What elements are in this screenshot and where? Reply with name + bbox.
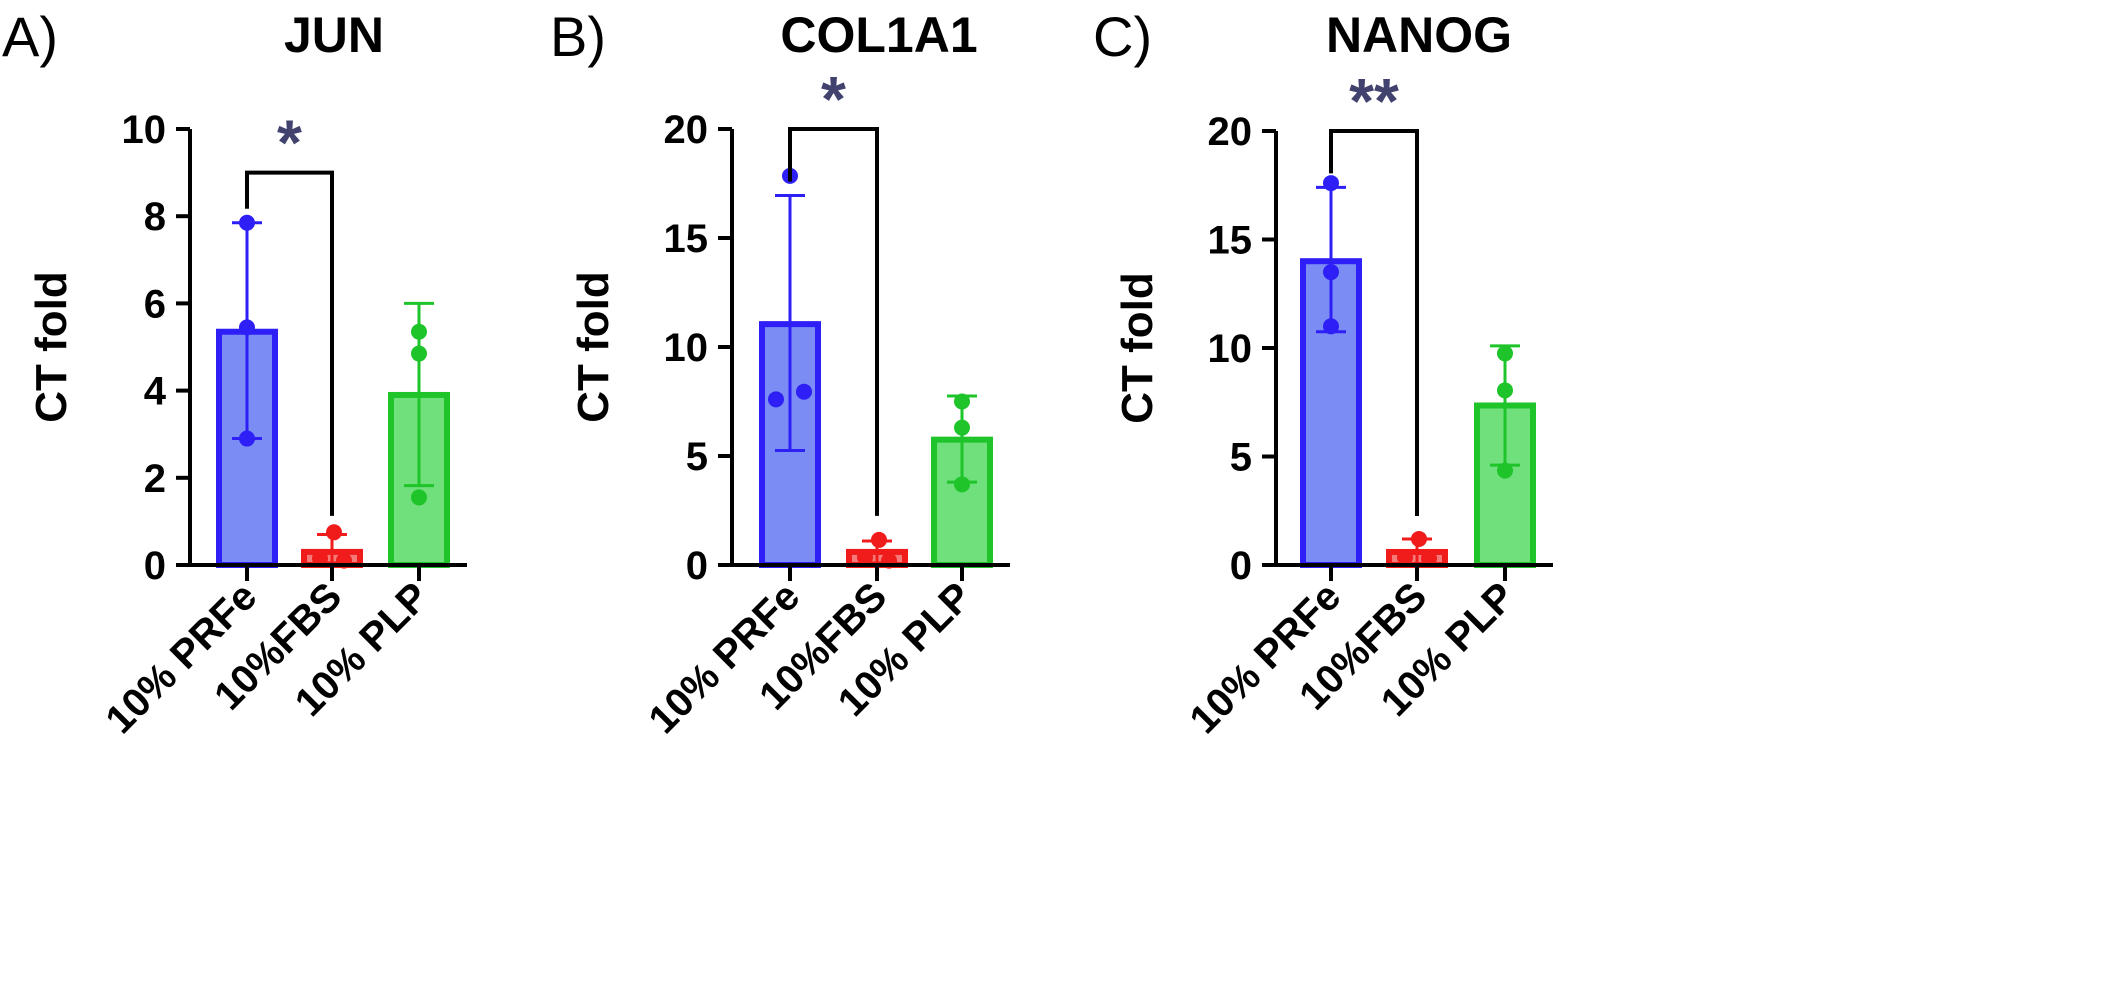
chart-2-point-3-1 [954,393,970,410]
chart-1-y-tick-label-2: 2 [144,457,166,501]
chart-3-point-1-3 [1323,318,1339,335]
chart-3-y-axis-label: CT fold [1113,272,1162,424]
chart-2-y-tick-label-5: 20 [664,108,709,152]
chart-1-y-tick-label-4: 6 [144,282,166,326]
chart-3-y-tick-label-4: 15 [1208,219,1253,263]
chart-2-significance-bracket [788,127,879,516]
chart-1-y-tick-label-1: 0 [144,544,166,588]
chart-1-point-1-2 [239,319,255,336]
chart-1-point-3-2 [411,345,427,362]
chart-1-point-1-3 [239,430,255,447]
chart-3-point-2-2 [1397,549,1413,566]
chart-1-significance-label: * [277,107,302,179]
chart-1-point-3-3 [411,489,427,506]
chart-3-y-tick-label-5: 20 [1208,110,1253,154]
chart-2-y-tick-label-1: 0 [686,544,708,588]
chart-2-point-2-1 [871,531,887,548]
chart-2-title: COL1A1 [780,7,977,63]
chart-3-significance-label: ** [1349,65,1399,137]
chart-1-panel-label: A) [2,5,58,68]
chart-1-point-2-1 [326,524,342,541]
chart-2-y-tick-label-3: 10 [664,326,709,370]
chart-3-y-tick-label-2: 5 [1230,436,1252,480]
chart-1-significance-bracket [245,170,334,516]
chart-3-point-2-1 [1411,530,1427,547]
chart-3-point-1-1 [1323,175,1339,192]
chart-2-panel-label: B) [550,5,606,68]
chart-1-y-tick-label-6: 10 [122,108,167,152]
chart-2-point-1-2 [796,383,812,400]
chart-3-panel-label: C) [1093,5,1152,68]
chart-3-y-tick-label-3: 10 [1208,327,1253,371]
chart-1-y-tick-label-5: 8 [144,195,166,239]
chart-1-point-2-2 [312,550,328,567]
chart-1-point-3-1 [411,323,427,340]
chart-1-y-axis-label: CT fold [27,271,76,423]
chart-1-title: JUN [284,7,384,63]
chart-3-point-3-2 [1497,382,1513,399]
chart-3-title: NANOG [1326,7,1512,63]
chart-3-point-1-2 [1323,264,1339,281]
chart-3-point-3-1 [1497,345,1513,362]
chart-2-point-3-3 [954,476,970,493]
chart-3-point-2-3 [1421,550,1437,567]
chart-1-y-tick-label-3: 4 [144,370,167,414]
chart-3-y-tick-label-1: 0 [1230,544,1252,588]
chart-2-point-3-2 [954,419,970,436]
chart-2-y-tick-label-2: 5 [686,435,708,479]
chart-2-significance-label: * [821,63,846,135]
chart-2-y-tick-label-4: 15 [664,217,709,261]
chart-3-point-3-3 [1497,462,1513,479]
chart-3-significance-bracket [1329,129,1419,516]
chart-2-error-bar-1 [775,193,805,453]
chart-1-point-1-1 [239,214,255,231]
chart-2-point-1-3 [768,391,784,408]
chart-2-point-2-2 [857,549,873,566]
chart-2-y-axis-label: CT fold [569,271,618,423]
